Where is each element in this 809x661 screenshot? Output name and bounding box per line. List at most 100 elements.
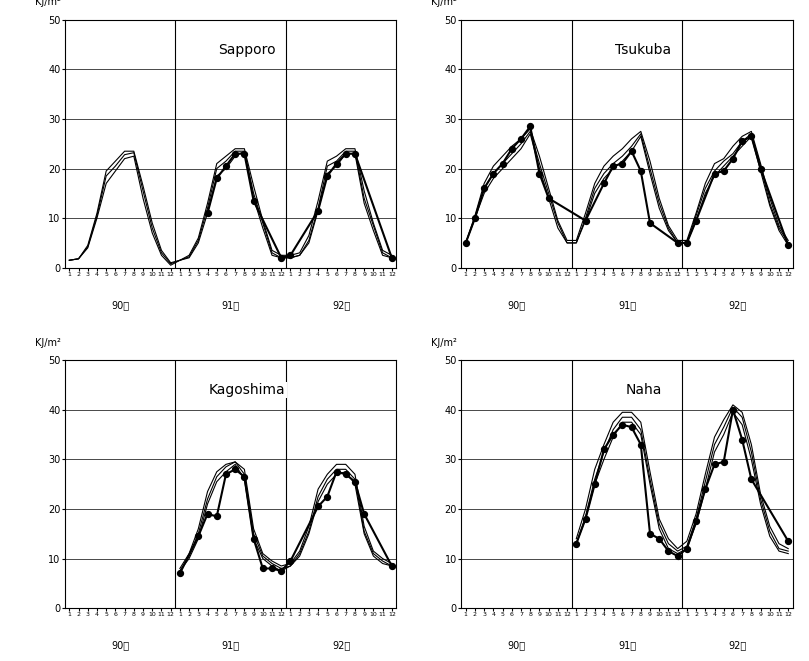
Point <box>219 161 232 171</box>
Point <box>210 173 223 184</box>
Text: 90年: 90年 <box>507 300 526 310</box>
Point <box>671 551 684 561</box>
Point <box>689 516 702 527</box>
Point <box>745 474 758 485</box>
Text: KJ/m²: KJ/m² <box>431 0 457 7</box>
Point <box>460 238 472 249</box>
Point <box>643 218 656 229</box>
Point <box>726 405 739 415</box>
Point <box>680 543 693 554</box>
Point <box>718 457 731 467</box>
Point <box>468 213 481 223</box>
Point <box>339 149 352 159</box>
Point <box>588 479 601 489</box>
Text: 90年: 90年 <box>507 641 526 650</box>
Point <box>745 131 758 141</box>
Point <box>616 159 629 169</box>
Text: 92年: 92年 <box>332 641 350 650</box>
Point <box>579 514 592 524</box>
Text: 90年: 90年 <box>111 641 129 650</box>
Point <box>718 166 731 176</box>
Point <box>192 531 205 541</box>
Text: Sapporo: Sapporo <box>218 42 276 57</box>
Point <box>349 149 362 159</box>
Point <box>634 439 647 449</box>
Point <box>477 183 490 194</box>
Point <box>247 196 260 206</box>
Point <box>385 561 398 571</box>
Point <box>680 238 693 249</box>
Text: Tsukuba: Tsukuba <box>616 42 671 57</box>
Text: 91年: 91年 <box>222 300 239 310</box>
Point <box>311 501 324 512</box>
Text: KJ/m²: KJ/m² <box>431 338 457 348</box>
Point <box>607 430 620 440</box>
Point <box>201 509 214 520</box>
Point <box>330 159 343 169</box>
Point <box>634 166 647 176</box>
Point <box>689 215 702 226</box>
Point <box>275 253 288 263</box>
Point <box>284 250 297 260</box>
Point <box>265 563 278 574</box>
Text: Kagoshima: Kagoshima <box>209 383 286 397</box>
Point <box>284 556 297 566</box>
Text: 90年: 90年 <box>111 300 129 310</box>
Point <box>210 511 223 522</box>
Point <box>708 459 721 469</box>
Point <box>662 546 675 557</box>
Point <box>754 163 767 174</box>
Point <box>173 568 186 579</box>
Point <box>349 477 362 487</box>
Point <box>726 153 739 164</box>
Point <box>229 149 242 159</box>
Text: 92年: 92年 <box>332 300 350 310</box>
Point <box>256 563 269 574</box>
Point <box>523 121 536 132</box>
Point <box>781 536 794 547</box>
Point <box>542 193 555 204</box>
Point <box>339 469 352 480</box>
Text: KJ/m²: KJ/m² <box>35 0 61 7</box>
Point <box>330 467 343 477</box>
Point <box>496 159 509 169</box>
Point <box>671 238 684 249</box>
Text: 91年: 91年 <box>618 300 636 310</box>
Point <box>219 469 232 480</box>
Point <box>570 538 582 549</box>
Point <box>708 169 721 179</box>
Point <box>653 533 666 544</box>
Point <box>625 422 638 432</box>
Point <box>598 178 611 189</box>
Point <box>699 484 712 494</box>
Point <box>321 491 334 502</box>
Point <box>506 143 519 154</box>
Point <box>781 240 794 251</box>
Point <box>385 253 398 263</box>
Point <box>487 169 500 179</box>
Point <box>598 444 611 455</box>
Text: 92年: 92年 <box>728 300 747 310</box>
Text: 91年: 91年 <box>222 641 239 650</box>
Text: KJ/m²: KJ/m² <box>35 338 61 348</box>
Point <box>311 206 324 216</box>
Point <box>579 215 592 226</box>
Point <box>533 169 546 179</box>
Point <box>358 509 371 520</box>
Point <box>607 161 620 171</box>
Point <box>515 134 527 144</box>
Point <box>238 471 251 482</box>
Point <box>247 533 260 544</box>
Point <box>321 171 334 181</box>
Point <box>275 566 288 576</box>
Point <box>201 208 214 218</box>
Point <box>735 434 748 445</box>
Text: 91年: 91年 <box>618 641 636 650</box>
Point <box>616 419 629 430</box>
Text: 92年: 92年 <box>728 641 747 650</box>
Point <box>625 146 638 157</box>
Point <box>229 464 242 475</box>
Point <box>643 529 656 539</box>
Point <box>735 136 748 147</box>
Point <box>238 149 251 159</box>
